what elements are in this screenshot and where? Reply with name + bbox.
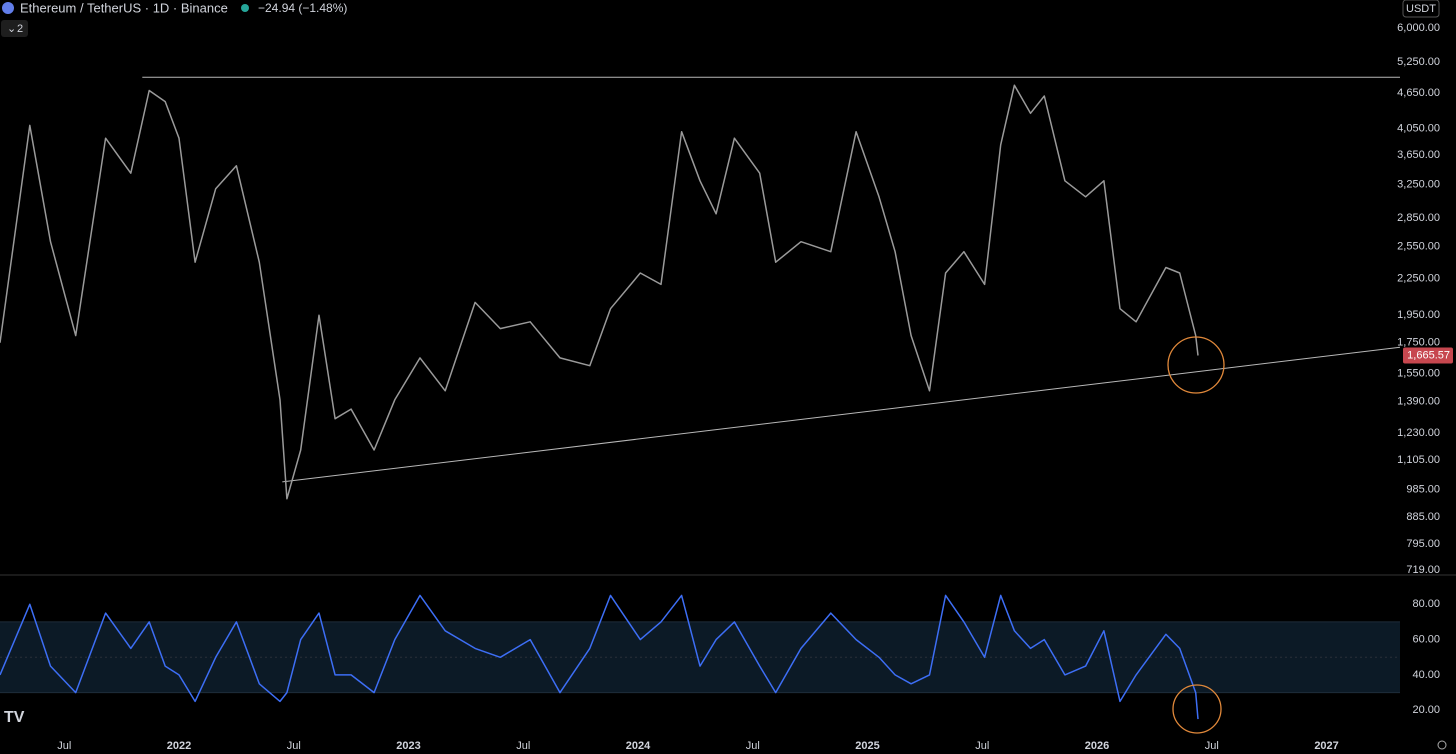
y-tick-label: 60.00 xyxy=(1412,634,1440,646)
currency-box[interactable] xyxy=(1402,0,1440,18)
y-tick-label: 4,650.00 xyxy=(1397,87,1440,99)
logo: TV xyxy=(4,709,25,726)
x-tick-label: 2025 xyxy=(855,740,879,752)
x-tick-label: 2023 xyxy=(396,740,420,752)
highlight-circle xyxy=(1167,336,1225,394)
indicator-chevron: ⌄ xyxy=(7,23,16,35)
x-tick-label: Jul xyxy=(1205,740,1219,752)
series-line xyxy=(0,594,1199,720)
y-tick-label: 6,000.00 xyxy=(1397,22,1440,34)
currency: USDT xyxy=(1406,3,1436,15)
settings-icon[interactable] xyxy=(1437,740,1447,750)
y-tick-label: 985.00 xyxy=(1406,484,1440,496)
y-tick-label: 1,390.00 xyxy=(1397,396,1440,408)
x-tick-label: 2027 xyxy=(1314,740,1338,752)
y-tick-label: 2,550.00 xyxy=(1397,241,1440,253)
y-tick-label: 1,550.00 xyxy=(1397,368,1440,380)
symbol-title: Ethereum / TetherUS · 1D · Binance xyxy=(20,0,228,15)
y-tick-label: 2,850.00 xyxy=(1397,212,1440,224)
last-price-label: 1,665.57 xyxy=(1407,349,1450,361)
x-tick-label: Jul xyxy=(975,740,989,752)
x-tick-label: Jul xyxy=(57,740,71,752)
y-tick-label: 2,250.00 xyxy=(1397,273,1440,285)
y-tick-label: 80.00 xyxy=(1412,598,1440,610)
y-tick-label: 1,950.00 xyxy=(1397,309,1440,321)
highlight-circle xyxy=(1172,684,1222,734)
eth-icon xyxy=(2,2,14,14)
indicator-toggle[interactable] xyxy=(1,20,28,37)
y-tick-label: 1,105.00 xyxy=(1397,454,1440,466)
x-tick-label: 2024 xyxy=(626,740,651,752)
series-line xyxy=(0,84,1199,500)
x-tick-label: Jul xyxy=(746,740,760,752)
x-tick-label: 2022 xyxy=(167,740,191,752)
y-tick-label: 3,650.00 xyxy=(1397,149,1440,161)
last-price-tag xyxy=(1403,347,1453,364)
y-tick-label: 5,250.00 xyxy=(1397,56,1440,68)
x-tick-label: Jul xyxy=(287,740,301,752)
y-tick-label: 3,250.00 xyxy=(1397,179,1440,191)
y-tick-label: 1,230.00 xyxy=(1397,427,1440,439)
y-tick-label: 20.00 xyxy=(1412,704,1440,716)
y-tick-label: 885.00 xyxy=(1406,511,1440,523)
change-label: −24.94 (−1.48%) xyxy=(258,1,347,15)
indicator-count: 2 xyxy=(17,23,23,35)
x-tick-label: Jul xyxy=(516,740,530,752)
y-tick-label: 4,050.00 xyxy=(1397,122,1440,134)
status-dot xyxy=(241,4,249,12)
y-tick-label: 795.00 xyxy=(1406,538,1440,550)
y-tick-label: 1,750.00 xyxy=(1397,337,1440,349)
x-tick-label: 2026 xyxy=(1085,740,1109,752)
y-tick-label: 719.00 xyxy=(1406,564,1440,576)
trendline xyxy=(282,346,1401,483)
y-tick-label: 40.00 xyxy=(1412,669,1440,681)
